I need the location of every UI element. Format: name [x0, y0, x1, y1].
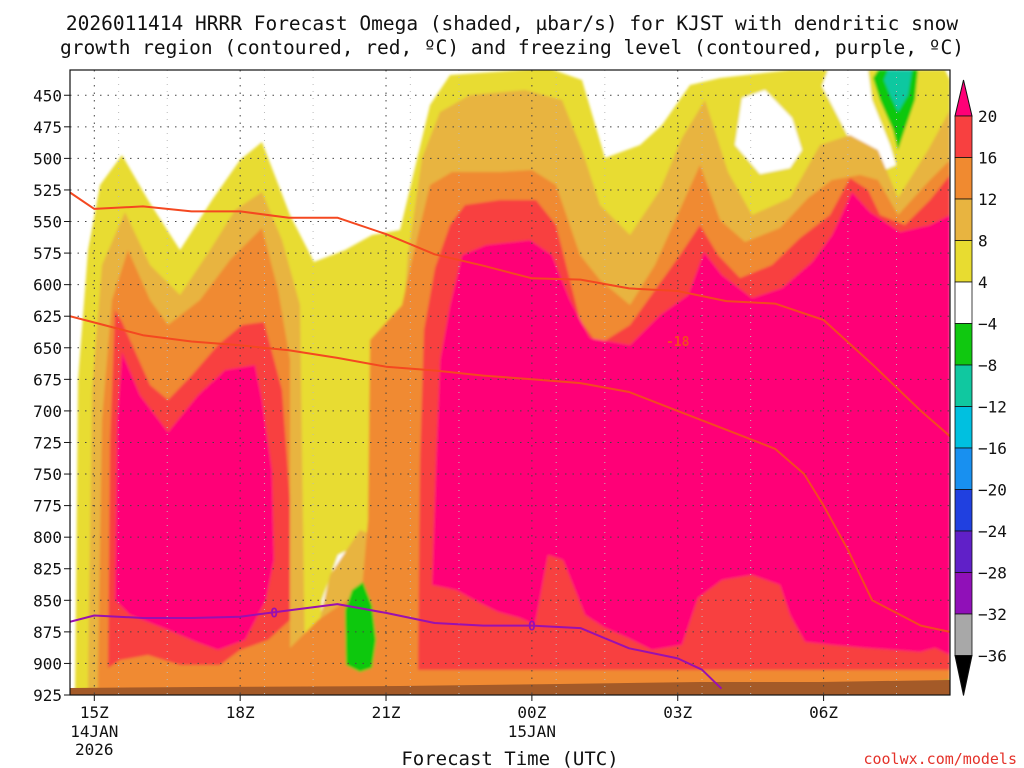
colorbar-label: 12: [978, 190, 997, 209]
omega-hole-right: [822, 70, 896, 175]
y-tick-label: 450: [33, 86, 62, 105]
chart-title-line1: 2026011414 HRRR Forecast Omega (shaded, …: [66, 12, 958, 35]
y-tick-label: 825: [33, 560, 62, 579]
colorbar: 20 16 12 8 4 −4 −8 −12 −16 −20 −24 −28 −32 −36: [954, 79, 1007, 696]
colorbar-label: 16: [978, 149, 997, 168]
colorbar-swatch: [954, 281, 973, 324]
contour-label: -18: [666, 335, 690, 350]
y-tick-label: 900: [33, 654, 62, 673]
colorbar-swatch: [954, 447, 973, 490]
contour-label: 0: [528, 620, 536, 635]
colorbar-arrow-bottom: [954, 655, 973, 696]
colorbar-label: 4: [978, 273, 988, 292]
colorbar-swatch: [954, 240, 973, 283]
omega-green-bottom: [345, 582, 376, 672]
contour-labels: -18 0 0: [270, 335, 689, 635]
x-tick-sublabel: 15JAN: [508, 722, 556, 741]
y-tick-label: 800: [33, 528, 62, 547]
contour-line: [70, 603, 723, 690]
colorbar-label: −12: [978, 398, 1007, 417]
y-tick-label: 775: [33, 497, 62, 516]
y-tick-label: 850: [33, 591, 62, 610]
plot-frame: [69, 69, 951, 696]
colorbar-swatch: [954, 364, 973, 407]
colorbar-swatch: [954, 406, 973, 449]
colorbar-label: −24: [978, 522, 1007, 541]
colorbar-label: 8: [978, 232, 988, 251]
x-tick-label: 18Z: [226, 703, 255, 722]
omega-teal-top: [884, 70, 912, 112]
y-tick-label: 675: [33, 370, 62, 389]
y-tick-label: 875: [33, 623, 62, 642]
colorbar-label: −8: [978, 356, 997, 375]
omega-hole-top: [735, 90, 802, 174]
omega-band-20: [115, 192, 950, 655]
y-axis: 450 475 500 525 550 575 600 625 650 675 700 725 750 7…: [33, 86, 70, 705]
isotherm-contours: [70, 191, 950, 690]
x-tick-label: 00Z: [517, 703, 546, 722]
terrain-strip: [70, 680, 950, 695]
y-tick-label: 475: [33, 118, 62, 137]
y-tick-label: 925: [33, 686, 62, 705]
y-tick-label: 700: [33, 402, 62, 421]
colorbar-swatch: [954, 198, 973, 241]
x-tick-label: 03Z: [663, 703, 692, 722]
colorbar-swatch: [954, 323, 973, 366]
colorbar-swatch: [954, 489, 973, 532]
y-tick-label: 750: [33, 465, 62, 484]
contour-label: 0: [270, 606, 278, 621]
colorbar-swatch: [954, 530, 973, 573]
contour-line: [70, 191, 950, 437]
colorbar-label: −20: [978, 481, 1007, 500]
contour-line: [70, 315, 950, 633]
colorbar-swatch: [954, 613, 973, 656]
credit-text: coolwx.com/models: [863, 750, 1017, 768]
colorbar-arrow-top: [954, 79, 973, 117]
plot-area: [70, 70, 950, 695]
y-tick-label: 625: [33, 307, 62, 326]
colorbar-label: −36: [978, 647, 1007, 666]
y-tick-label: 550: [33, 213, 62, 232]
colorbar-label: 20: [978, 107, 997, 126]
colorbar-swatch: [954, 115, 973, 158]
colorbar-label: −16: [978, 439, 1007, 458]
y-tick-label: 600: [33, 276, 62, 295]
colorbar-label: −32: [978, 605, 1007, 624]
x-tick-label: 21Z: [372, 703, 401, 722]
colorbar-swatch: [954, 157, 973, 200]
x-tick-label: 15Z: [80, 703, 109, 722]
x-tick-sublabel: 14JAN: [70, 722, 118, 741]
omega-shading: [75, 70, 950, 695]
y-tick-label: 650: [33, 339, 62, 358]
colorbar-label: −4: [978, 315, 997, 334]
y-tick-label: 525: [33, 181, 62, 200]
x-tick-sublabel: 2026: [75, 740, 114, 759]
x-axis-title: Forecast Time (UTC): [401, 748, 618, 768]
y-tick-label: 725: [33, 433, 62, 452]
y-tick-label: 500: [33, 149, 62, 168]
x-tick-label: 06Z: [809, 703, 838, 722]
y-tick-label: 575: [33, 244, 62, 263]
colorbar-swatch: [954, 572, 973, 615]
colorbar-label: −28: [978, 564, 1007, 583]
chart-title-line2: growth region (contoured, red, ºC) and f…: [60, 36, 964, 59]
